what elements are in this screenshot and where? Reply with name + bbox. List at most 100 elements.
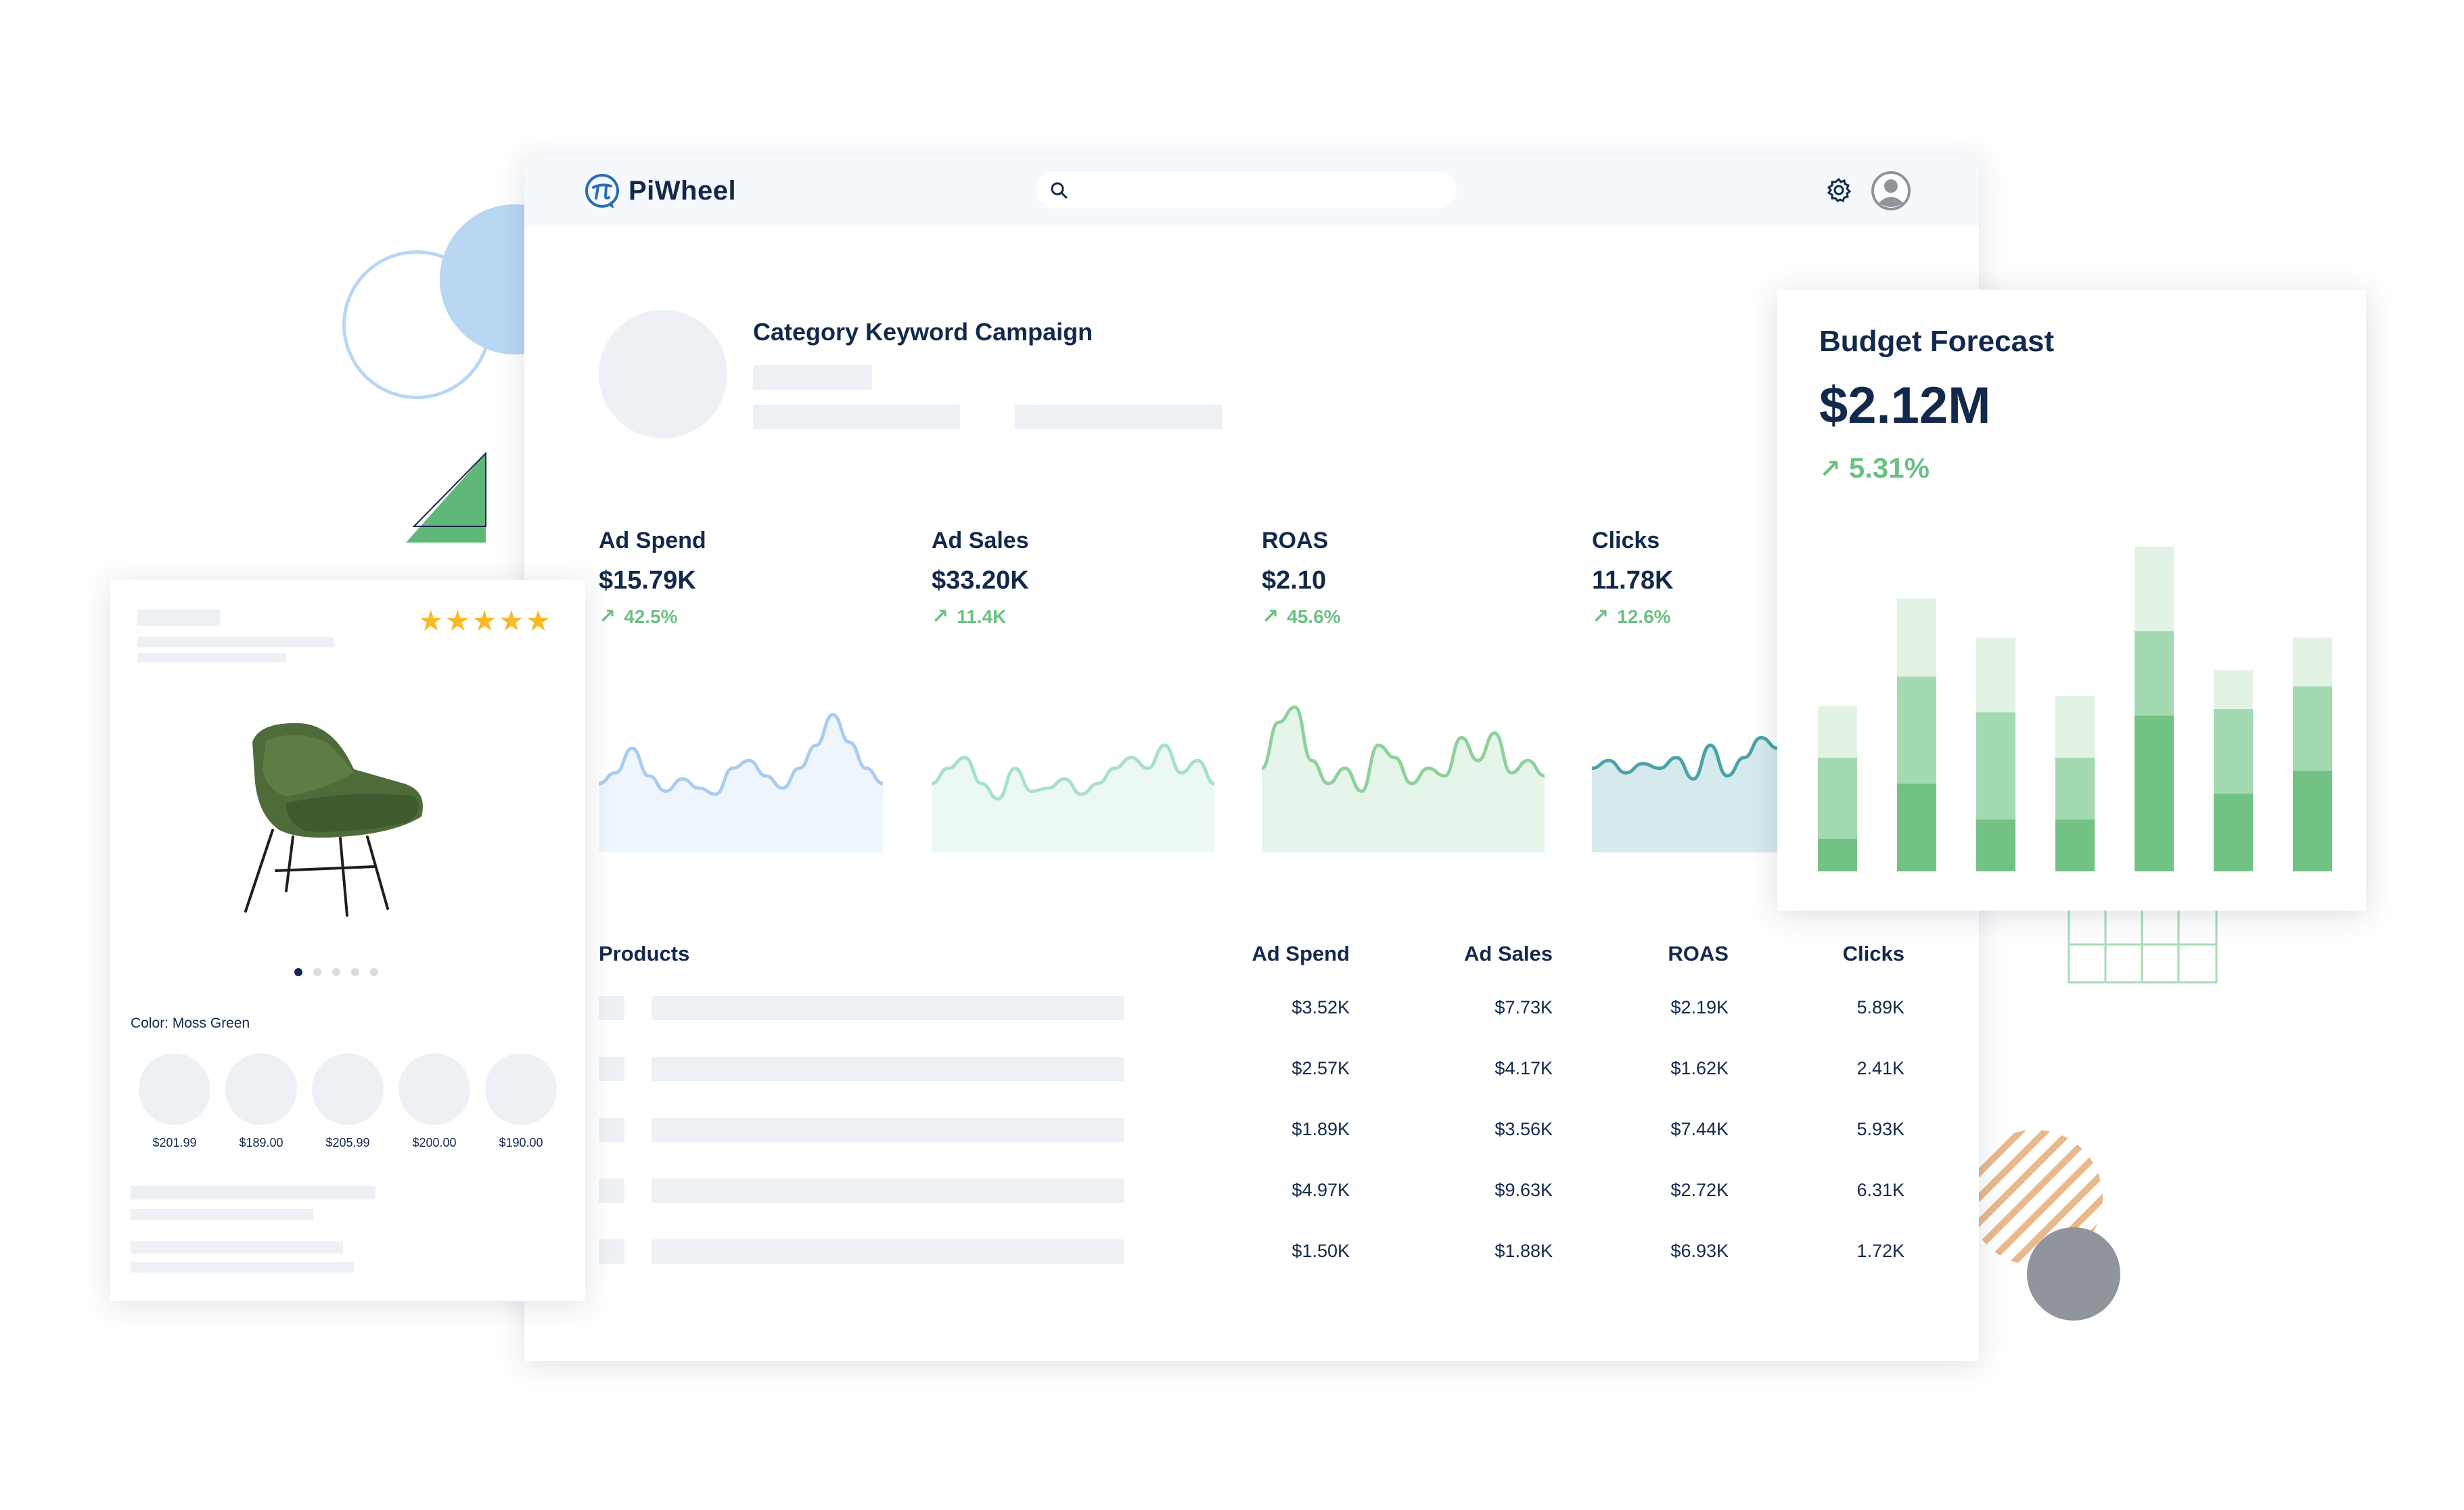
table-header-roas: ROAS (1668, 942, 1729, 965)
search-bar[interactable] (1036, 172, 1457, 208)
piwheel-logo-icon (585, 174, 619, 208)
table-cell: $1.88K (1495, 1241, 1553, 1261)
color-swatch[interactable] (139, 1053, 210, 1125)
color-swatch[interactable] (312, 1053, 384, 1125)
skeleton-line (131, 1241, 343, 1254)
gear-icon[interactable] (1822, 173, 1856, 207)
swatch-price: $205.99 (325, 1136, 370, 1149)
skeleton-line (131, 1209, 313, 1220)
budget-bar-segment (1897, 783, 1936, 871)
budget-bar-segment (1897, 598, 1936, 677)
budget-bar-segment (1976, 819, 2015, 871)
budget-title: Budget Forecast (1819, 325, 2055, 358)
campaign-title: Category Keyword Campaign (753, 318, 1093, 346)
sparkline-area (1262, 707, 1545, 852)
metric-label: Clicks (1592, 528, 1660, 553)
skeleton-line (131, 1262, 354, 1273)
product-thumbnail-placeholder (599, 996, 624, 1020)
app-logo[interactable]: PiWheel (584, 172, 736, 210)
color-swatch[interactable] (225, 1053, 297, 1125)
sparkline-ad-sales (932, 743, 1214, 852)
decorative-grid (2068, 907, 2218, 984)
budget-bar-segment (2293, 771, 2332, 871)
metric-change: ↗ 42.5% (599, 605, 678, 628)
carousel-dot[interactable] (294, 968, 302, 976)
metric-roas: ROAS $2.10 ↗ 45.6% (1262, 528, 1546, 628)
table-cell: 2.41K (1856, 1058, 1904, 1078)
arrow-up-right-icon: ↗ (1819, 455, 1841, 484)
decorative-circle-outline (342, 250, 491, 399)
metric-value: $2.10 (1262, 566, 1327, 595)
user-avatar-icon[interactable] (1871, 170, 1911, 211)
metric-ad-spend: Ad Spend $15.79K ↗ 42.5% (599, 528, 883, 628)
sparkline-area (1592, 737, 1795, 852)
swatch-price: $190.00 (499, 1136, 543, 1149)
budget-bar-segment (2055, 758, 2095, 820)
skeleton-line (137, 637, 334, 647)
sparkline-clicks (1592, 735, 1795, 852)
table-cell: 1.72K (1856, 1241, 1904, 1261)
table-cell: $6.93K (1670, 1241, 1729, 1261)
table-cell: $1.89K (1292, 1119, 1350, 1139)
table-cell: $1.62K (1670, 1058, 1729, 1078)
budget-bar-segment (2293, 686, 2332, 771)
arrow-up-right-icon: ↗ (1592, 605, 1610, 628)
product-thumbnail-placeholder (599, 1057, 624, 1081)
product-thumbnail-placeholder (599, 1118, 624, 1142)
arrow-up-right-icon: ↗ (599, 605, 616, 628)
table-cell: $7.73K (1495, 997, 1553, 1017)
product-name-placeholder[interactable] (652, 1118, 1124, 1142)
table-cell: $4.17K (1495, 1058, 1553, 1078)
sparkline-line (1262, 705, 1545, 794)
table-cell: $2.72K (1670, 1180, 1729, 1200)
sparkline-roas (1262, 705, 1545, 852)
skeleton-line (1015, 405, 1222, 429)
sparkline-ad-spend (599, 712, 883, 852)
product-thumbnail-placeholder (599, 1239, 624, 1264)
metric-label: Ad Spend (599, 528, 706, 553)
sparkline-line (1592, 735, 1795, 781)
color-swatch[interactable] (398, 1053, 470, 1125)
budget-bar-segment (1818, 706, 1857, 758)
budget-bar-segment (2214, 670, 2253, 709)
budget-bar-segment (2293, 637, 2332, 687)
table-cell: $7.44K (1670, 1119, 1729, 1139)
budget-bar-segment (2214, 709, 2253, 794)
budget-bar-segment (1976, 712, 2015, 820)
table-cell: $1.50K (1292, 1241, 1350, 1261)
color-label: Color: Moss Green (131, 1015, 250, 1031)
sparkline-line (599, 712, 883, 796)
budget-bar-segment (2214, 793, 2253, 871)
carousel-dot[interactable] (332, 968, 340, 976)
budget-bar-segment (2135, 631, 2174, 716)
table-header-products: Products (599, 942, 690, 965)
skeleton-line (753, 405, 960, 429)
color-swatch[interactable] (485, 1053, 557, 1125)
arrow-up-right-icon: ↗ (932, 605, 949, 628)
metric-ad-sales: Ad Sales $33.20K ↗ 11.4K (932, 528, 1216, 628)
dashboard-window: PiWheel Category Keyword Campaign Ad Spe… (524, 156, 1979, 1361)
metric-value: $15.79K (599, 566, 696, 595)
budget-change: ↗ 5.31% (1819, 452, 1930, 484)
carousel-dot[interactable] (351, 968, 359, 976)
carousel-dot[interactable] (313, 968, 321, 976)
decorative-grey-circle (2027, 1227, 2120, 1321)
top-bar: PiWheel (524, 156, 1979, 226)
search-icon (1051, 182, 1068, 199)
product-name-placeholder[interactable] (652, 1057, 1124, 1081)
table-header-ad-spend: Ad Spend (1252, 942, 1350, 965)
table-cell: $9.63K (1495, 1180, 1553, 1200)
table-header-ad-sales: Ad Sales (1464, 942, 1553, 965)
table-cell: $4.97K (1292, 1180, 1350, 1200)
product-name-placeholder[interactable] (652, 1179, 1124, 1203)
carousel-dot[interactable] (370, 968, 378, 976)
table-cell: $2.19K (1670, 997, 1729, 1017)
budget-bar-segment (1818, 758, 1857, 839)
swatch-price: $201.99 (152, 1136, 197, 1149)
product-name-placeholder[interactable] (652, 996, 1124, 1020)
search-input[interactable] (1078, 179, 1432, 202)
budget-bar-segment (1818, 839, 1857, 871)
product-name-placeholder[interactable] (652, 1239, 1124, 1264)
campaign-avatar (599, 310, 727, 438)
budget-value: $2.12M (1819, 377, 1991, 434)
